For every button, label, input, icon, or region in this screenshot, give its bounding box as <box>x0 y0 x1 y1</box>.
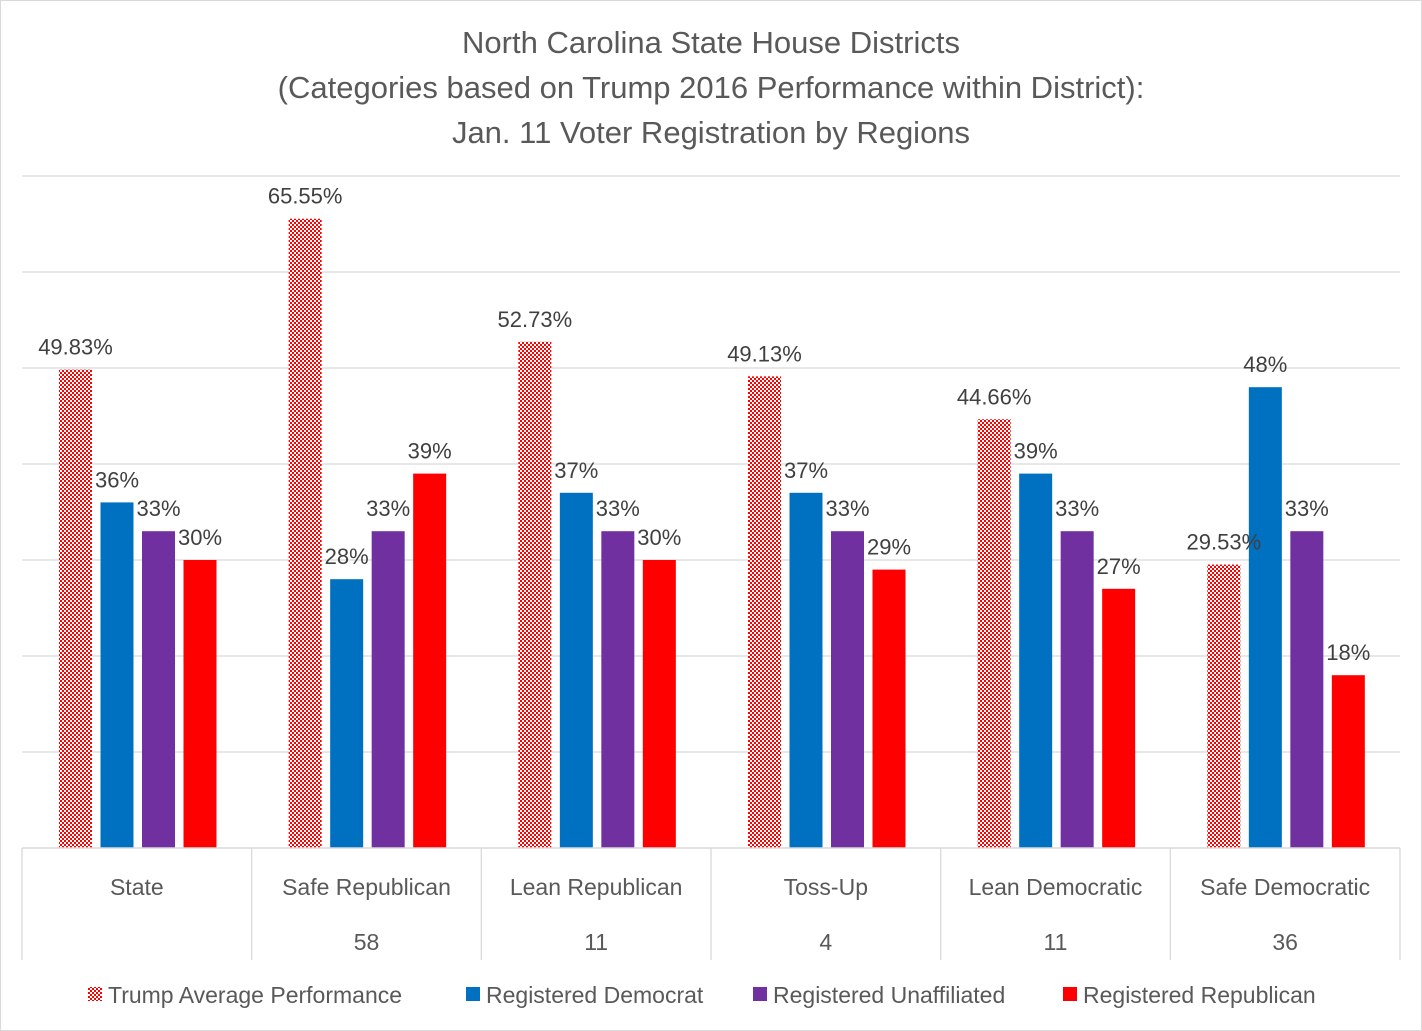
legend-swatch <box>88 987 102 1001</box>
data-label: 37% <box>554 458 598 483</box>
data-label: 18% <box>1326 640 1370 665</box>
category-label: Lean Republican <box>510 874 683 900</box>
category-label: State <box>110 874 164 900</box>
category-count: 36 <box>1272 929 1298 955</box>
bar <box>518 341 552 848</box>
data-label: 28% <box>325 544 369 569</box>
legend-swatch <box>1063 987 1077 1001</box>
bar <box>100 502 134 848</box>
bar <box>142 531 175 848</box>
data-label: 49.13% <box>727 341 802 366</box>
bar <box>288 218 322 849</box>
category-label: Safe Republican <box>282 874 451 900</box>
chart-title-line-2: (Categories based on Trump 2016 Performa… <box>277 70 1145 105</box>
bar <box>1331 675 1365 848</box>
bar <box>789 492 823 848</box>
category-label: Toss-Up <box>784 874 868 900</box>
bar <box>977 419 1011 848</box>
chart-title-line-3: Jan. 11 Voter Registration by Regions <box>451 115 971 150</box>
data-label: 44.66% <box>957 384 1032 409</box>
bar <box>1290 531 1324 848</box>
category-label: Safe Democratic <box>1200 874 1370 900</box>
gridlines <box>22 175 1400 753</box>
bar <box>1248 387 1282 848</box>
bar <box>748 376 781 848</box>
bar <box>371 531 405 848</box>
legend-label: Trump Average Performance <box>108 982 402 1008</box>
data-label: 39% <box>1014 439 1058 464</box>
chart-title-line-1: North Carolina State House Districts <box>462 25 960 60</box>
data-label: 33% <box>825 496 869 521</box>
data-label: 33% <box>136 496 180 521</box>
category-count: 4 <box>819 929 832 955</box>
legend-label: Registered Republican <box>1083 982 1316 1008</box>
legend-label: Registered Unaffiliated <box>773 982 1005 1008</box>
legend-label: Registered Democrat <box>486 982 704 1008</box>
data-label: 33% <box>366 496 410 521</box>
bar <box>59 369 92 848</box>
bar <box>1102 588 1136 848</box>
data-label: 65.55% <box>268 184 343 209</box>
bar <box>601 531 635 848</box>
data-label: 29.53% <box>1187 530 1262 555</box>
category-axis: State Safe Republican 58 Lean Republican 11 T… <box>21 847 1401 960</box>
bar <box>831 531 864 848</box>
legend: Trump Average Performance Registered Demo… <box>88 982 1316 1008</box>
data-label: 39% <box>408 439 452 464</box>
bar <box>559 492 593 848</box>
data-label: 30% <box>178 525 222 550</box>
category-label: Lean Democratic <box>969 874 1143 900</box>
data-label: 30% <box>637 525 681 550</box>
data-label: 37% <box>784 458 828 483</box>
category-count: 11 <box>1044 929 1068 955</box>
bar <box>1207 564 1241 848</box>
data-label: 29% <box>867 535 911 560</box>
chart-title: North Carolina State House Districts (Ca… <box>0 20 1422 155</box>
bar <box>413 473 447 848</box>
data-label: 52.73% <box>498 307 573 332</box>
data-label: 49.83% <box>38 335 113 360</box>
legend-swatch <box>466 987 480 1001</box>
bar <box>1019 473 1053 848</box>
data-label: 33% <box>596 496 640 521</box>
bars <box>59 218 1365 849</box>
bar <box>1060 531 1094 848</box>
legend-swatch <box>753 987 767 1001</box>
data-label: 33% <box>1285 496 1329 521</box>
category-count: 58 <box>354 929 380 955</box>
data-label: 48% <box>1243 352 1287 377</box>
data-label: 36% <box>95 467 139 492</box>
data-label: 33% <box>1055 496 1099 521</box>
bar <box>183 560 217 848</box>
data-label: 27% <box>1097 554 1141 579</box>
bar <box>872 569 906 848</box>
bar <box>330 579 364 848</box>
category-count: 11 <box>584 929 608 955</box>
bar <box>642 560 676 848</box>
data-labels: 49.83% 65.55% 52.73% 49.13% 44.66% 29.53% 36% 2… <box>38 184 1370 665</box>
